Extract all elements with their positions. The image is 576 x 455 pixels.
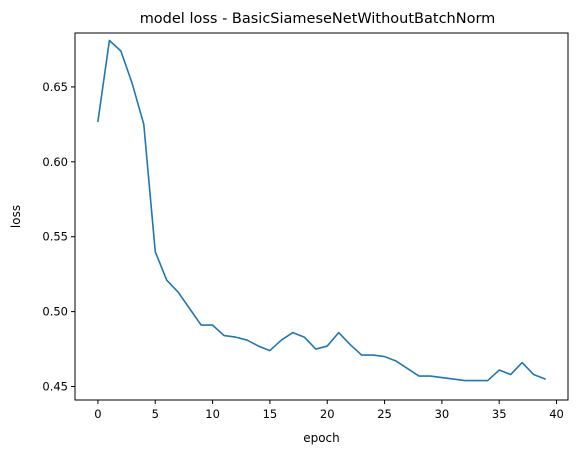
ticks-layer: 0 5 10 15 20 25 30 35 40 0.45 0.50 0.55 0.60 0.65 <box>42 80 563 421</box>
loss-series-line <box>97 39 546 382</box>
x-tick-label: 15 <box>263 407 278 421</box>
x-tick-label: 5 <box>152 407 159 421</box>
y-axis-label: loss <box>9 205 23 228</box>
y-tick-label: 0.65 <box>42 80 68 94</box>
chart-title: model loss - BasicSiameseNetWithoutBatch… <box>140 11 496 27</box>
plot-frame <box>74 32 569 401</box>
x-tick-label: 30 <box>435 407 450 421</box>
x-tick-label: 35 <box>492 407 507 421</box>
x-tick-label: 25 <box>377 407 392 421</box>
x-tick-label: 20 <box>320 407 335 421</box>
x-axis-label: epoch <box>303 431 340 445</box>
y-tick-label: 0.60 <box>42 155 68 169</box>
x-tick-label: 40 <box>549 407 564 421</box>
x-tick-label: 0 <box>94 407 101 421</box>
y-tick-label: 0.50 <box>42 305 68 319</box>
y-tick-label: 0.55 <box>42 230 68 244</box>
x-tick-label: 10 <box>205 407 220 421</box>
y-tick-label: 0.45 <box>42 380 68 394</box>
